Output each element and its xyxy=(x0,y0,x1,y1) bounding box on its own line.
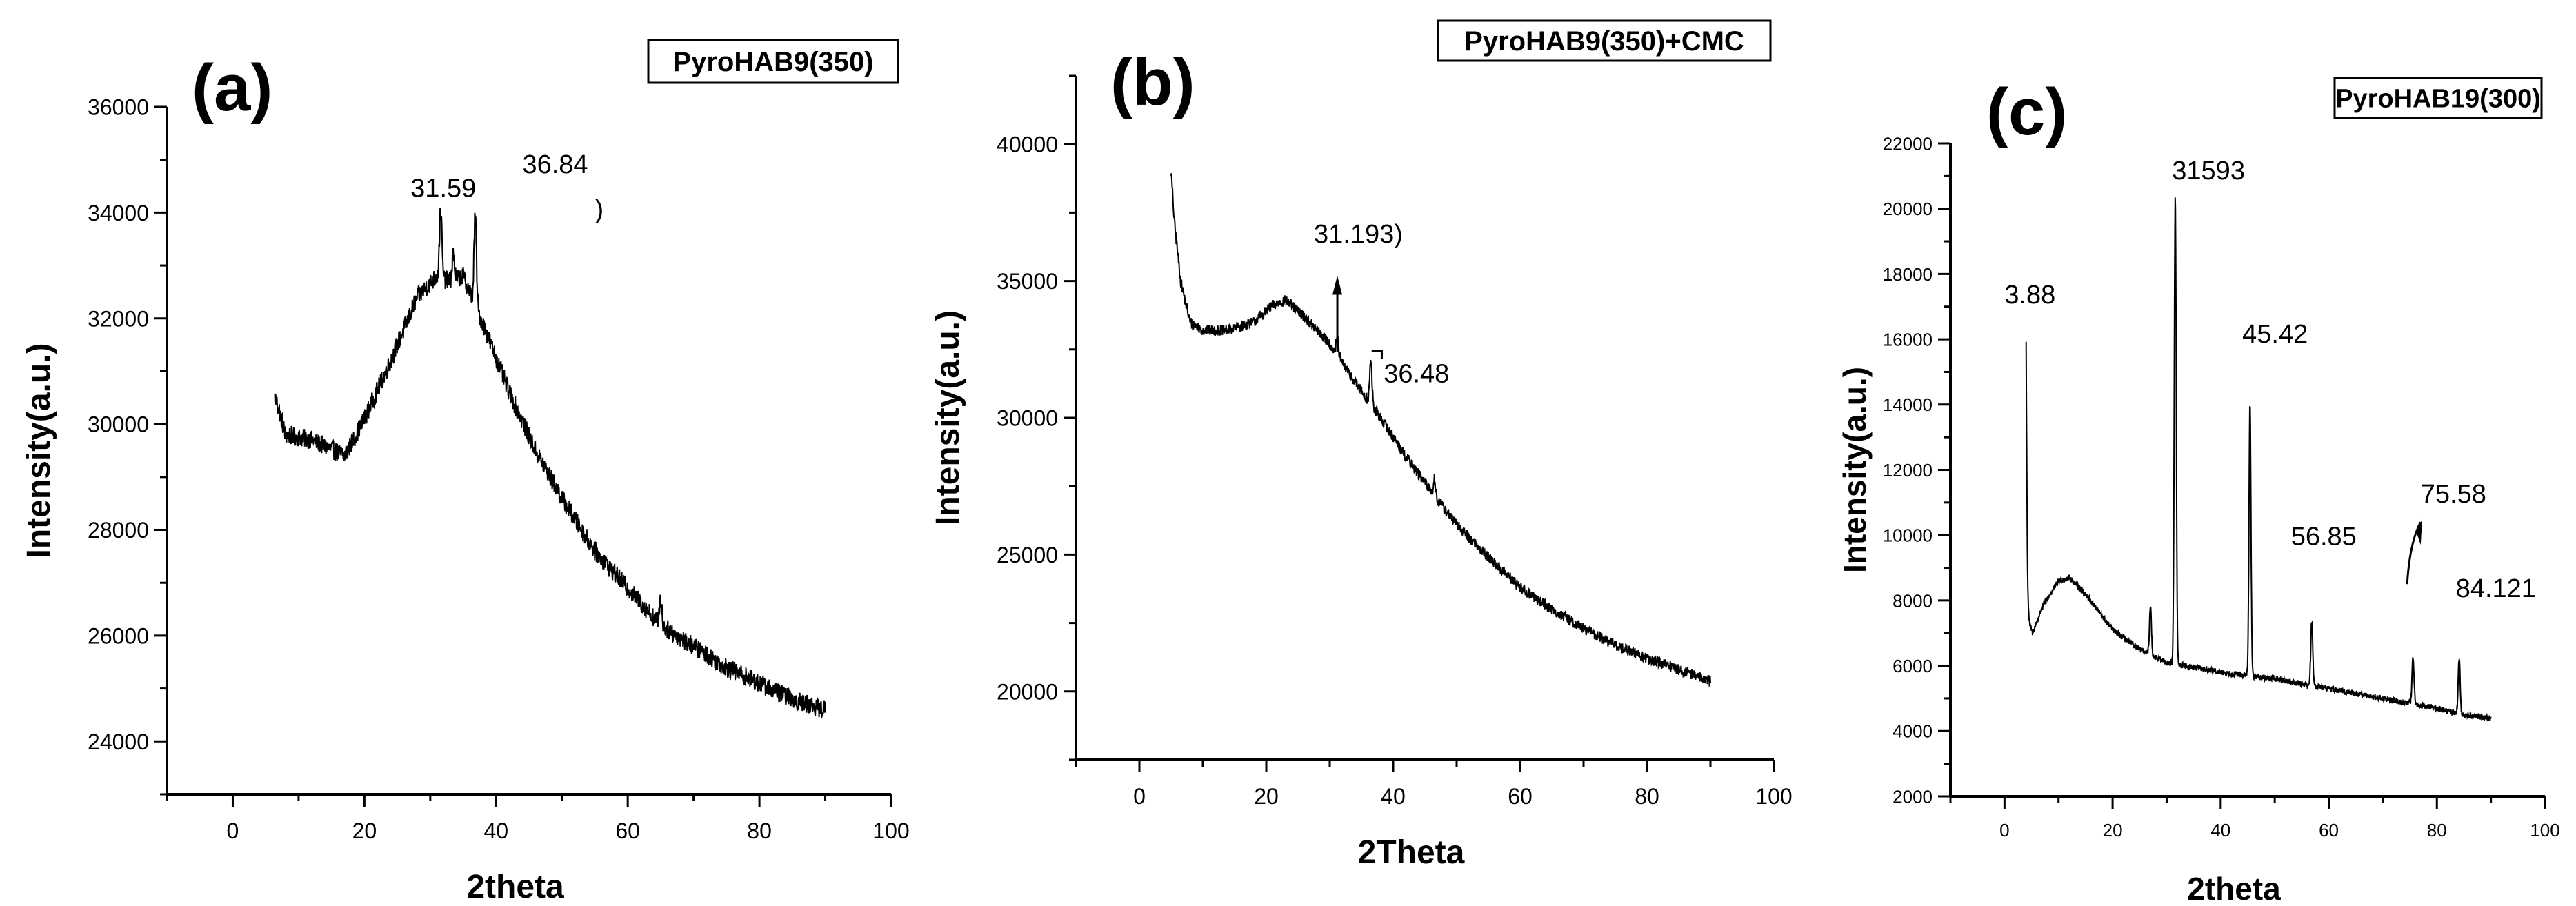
y-tick-label: 34000 xyxy=(88,201,149,225)
peak-annotation: 31.59 xyxy=(410,174,476,203)
y-tick-label: 8000 xyxy=(1893,590,1933,611)
panel-c: 0 20 40 60 80 100 2000 4000 6000 8000 10000 12000 14… xyxy=(1837,75,2560,906)
panel-c-arrows xyxy=(2406,519,2423,585)
y-tick-label: 28000 xyxy=(88,518,149,543)
x-tick-label: 20 xyxy=(2103,820,2123,840)
y-tick-label: 6000 xyxy=(1893,656,1933,676)
legend-box xyxy=(2333,77,2543,119)
x-tick-label: 40 xyxy=(1381,784,1406,809)
y-tick-label: 16000 xyxy=(1883,329,1933,350)
y-tick-label: 30000 xyxy=(88,412,149,437)
peak-annotation: 31593 xyxy=(2172,157,2245,185)
x-tick-label: 20 xyxy=(352,818,377,843)
arrow-curve xyxy=(2406,521,2422,585)
arrow-head xyxy=(1332,275,1343,295)
legend-label: PyroHAB9(350) xyxy=(672,47,873,77)
legend-label: PyroHAB19(300) xyxy=(2335,84,2541,113)
peak-annotation: 36.84 xyxy=(522,150,588,179)
y-tick-label: 30000 xyxy=(997,406,1058,431)
y-tick-label: 35000 xyxy=(997,269,1058,294)
arrow-hook xyxy=(1371,350,1383,359)
peak-annotation: ) xyxy=(595,195,603,224)
y-tick-label: 36000 xyxy=(88,95,149,120)
x-tick-label: 100 xyxy=(1755,784,1792,809)
panel-label: (b) xyxy=(1110,46,1195,119)
y-tick-label: 12000 xyxy=(1883,460,1933,481)
x-tick-label: 20 xyxy=(1254,784,1279,809)
peak-annotation: 3.88 xyxy=(2004,281,2055,310)
x-tick-label: 80 xyxy=(747,818,772,843)
x-tick-label: 80 xyxy=(2427,820,2447,840)
x-axis-title: 2Theta xyxy=(1358,834,1465,871)
x-tick-label: 0 xyxy=(227,818,239,843)
y-tick-label: 40000 xyxy=(997,132,1058,157)
y-tick-label: 24000 xyxy=(88,729,149,754)
x-axis-title: 2theta xyxy=(2187,871,2281,906)
y-axis-title: Intensity(a.u.) xyxy=(1837,367,1873,573)
peak-annotation: 84.121 xyxy=(2456,574,2536,603)
x-tick-label: 0 xyxy=(1999,820,2009,840)
xrd-pattern-line xyxy=(274,208,826,719)
legend-box xyxy=(647,39,899,84)
panel-b: 0 20 40 60 80 100 20000 25000 30000 35000 40000 2Th… xyxy=(930,19,1793,871)
y-tick-label: 10000 xyxy=(1883,525,1933,546)
y-tick-label: 20000 xyxy=(1883,199,1933,219)
peak-annotation: 56.85 xyxy=(2291,522,2357,551)
y-tick-label: 22000 xyxy=(1883,133,1933,154)
xrd-pattern-line xyxy=(2025,197,2492,723)
y-tick-label: 25000 xyxy=(997,543,1058,567)
x-tick-label: 0 xyxy=(1133,784,1146,809)
y-axis-title: Intensity(a.u.) xyxy=(930,310,966,525)
y-tick-label: 4000 xyxy=(1893,721,1933,742)
y-tick-label: 18000 xyxy=(1883,264,1933,285)
panel-a: 0 20 40 60 80 100 24000 26000 28000 30000 32000 340… xyxy=(21,39,910,905)
peak-annotation: 31.193) xyxy=(1314,220,1403,249)
x-tick-label: 100 xyxy=(872,818,909,843)
y-tick-label: 26000 xyxy=(88,623,149,648)
legend-label: PyroHAB9(350)+CMC xyxy=(1464,26,1744,57)
x-tick-label: 40 xyxy=(2210,820,2230,840)
panel-label: (a) xyxy=(192,51,272,125)
x-tick-label: 60 xyxy=(2319,820,2339,840)
panel-b-arrows xyxy=(1332,275,1383,359)
y-tick-label: 20000 xyxy=(997,679,1058,704)
legend-box xyxy=(1437,19,1772,62)
y-tick-label: 32000 xyxy=(88,306,149,331)
peak-annotation: 75.58 xyxy=(2421,480,2486,509)
y-tick-label: 2000 xyxy=(1893,786,1933,807)
y-tick-label: 14000 xyxy=(1883,394,1933,415)
x-tick-label: 60 xyxy=(1508,784,1532,809)
x-tick-label: 40 xyxy=(483,818,508,843)
y-axis-title: Intensity(a.u.) xyxy=(21,343,57,558)
x-axis-title: 2theta xyxy=(466,869,564,905)
arrow-head xyxy=(2416,519,2423,545)
panel-label: (c) xyxy=(1986,75,2067,149)
x-tick-label: 60 xyxy=(615,818,640,843)
peak-annotation: 45.42 xyxy=(2242,320,2308,349)
peak-annotation: 36.48 xyxy=(1384,359,1449,388)
x-tick-label: 80 xyxy=(1635,784,1659,809)
x-tick-label: 100 xyxy=(2530,820,2559,840)
xrd-pattern-line xyxy=(1170,173,1711,688)
